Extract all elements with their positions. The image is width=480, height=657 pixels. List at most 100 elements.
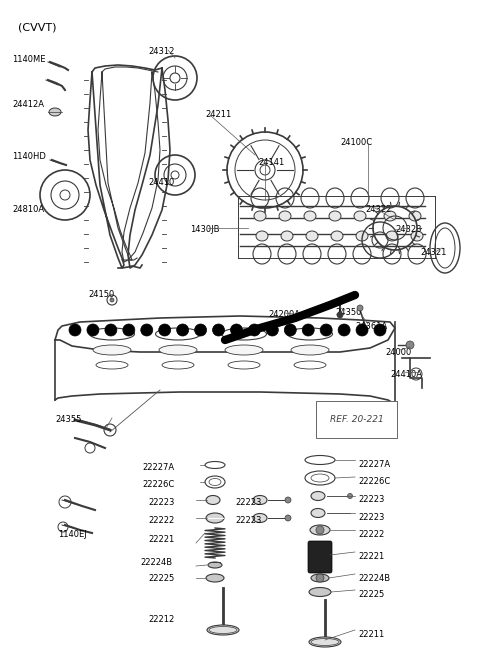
Ellipse shape (253, 495, 267, 505)
Text: 24312: 24312 (148, 47, 174, 56)
Circle shape (357, 305, 363, 311)
Text: 24410A: 24410A (390, 370, 422, 379)
Circle shape (170, 73, 180, 83)
Circle shape (337, 312, 343, 318)
Text: 1140HD: 1140HD (12, 152, 46, 161)
Text: 22222: 22222 (148, 516, 174, 525)
Text: 22227A: 22227A (142, 463, 174, 472)
Circle shape (285, 497, 291, 503)
Text: 24361A: 24361A (355, 322, 387, 331)
Text: 24150: 24150 (88, 290, 114, 299)
Circle shape (260, 165, 270, 175)
Text: 22223: 22223 (358, 513, 384, 522)
Circle shape (213, 324, 225, 336)
Text: 22221: 22221 (358, 552, 384, 561)
Text: (CVVT): (CVVT) (18, 22, 57, 32)
Ellipse shape (329, 211, 341, 221)
Circle shape (302, 324, 314, 336)
Text: 22225: 22225 (358, 590, 384, 599)
Ellipse shape (311, 574, 329, 582)
Text: REF. 20-221: REF. 20-221 (330, 415, 384, 424)
Circle shape (338, 324, 350, 336)
Circle shape (285, 515, 291, 521)
Ellipse shape (384, 211, 396, 221)
Ellipse shape (331, 231, 343, 241)
Text: 24810A: 24810A (12, 205, 44, 214)
Circle shape (320, 324, 332, 336)
Text: 24322: 24322 (365, 205, 391, 214)
Text: 22211: 22211 (358, 630, 384, 639)
Ellipse shape (206, 513, 224, 523)
Text: 24211: 24211 (205, 110, 231, 119)
Ellipse shape (409, 211, 421, 221)
Text: 22212: 22212 (148, 615, 174, 624)
Text: 24000: 24000 (385, 348, 411, 357)
Ellipse shape (208, 562, 222, 568)
Ellipse shape (254, 211, 266, 221)
Ellipse shape (304, 211, 316, 221)
Circle shape (316, 526, 324, 534)
Ellipse shape (291, 345, 329, 355)
Ellipse shape (279, 211, 291, 221)
Circle shape (159, 324, 171, 336)
Ellipse shape (311, 491, 325, 501)
Ellipse shape (281, 231, 293, 241)
Ellipse shape (356, 231, 368, 241)
FancyBboxPatch shape (308, 541, 332, 573)
Text: 22223: 22223 (358, 495, 384, 504)
Circle shape (171, 171, 179, 179)
Circle shape (110, 298, 114, 302)
Text: 24321: 24321 (420, 248, 446, 257)
Circle shape (105, 324, 117, 336)
Text: 22221: 22221 (148, 535, 174, 544)
Ellipse shape (256, 231, 268, 241)
Text: 24323: 24323 (395, 225, 421, 234)
Text: 22224B: 22224B (358, 574, 390, 583)
Text: 24200A: 24200A (268, 310, 300, 319)
Text: 22224B: 22224B (140, 558, 172, 567)
Circle shape (194, 324, 206, 336)
Text: 24410: 24410 (148, 178, 174, 187)
Circle shape (374, 324, 386, 336)
Text: 22225: 22225 (148, 574, 174, 583)
Text: 22223: 22223 (235, 516, 262, 525)
Circle shape (284, 324, 296, 336)
Circle shape (87, 324, 99, 336)
Ellipse shape (311, 509, 325, 518)
Text: 22223: 22223 (148, 498, 174, 507)
Circle shape (316, 574, 324, 582)
Ellipse shape (207, 625, 239, 635)
Ellipse shape (93, 345, 131, 355)
Ellipse shape (206, 495, 220, 505)
Text: 22222: 22222 (358, 530, 384, 539)
Text: 22226C: 22226C (358, 477, 390, 486)
Circle shape (348, 493, 352, 499)
Text: 24141: 24141 (258, 158, 284, 167)
Ellipse shape (309, 587, 331, 597)
Circle shape (60, 190, 70, 200)
Circle shape (356, 324, 368, 336)
Text: 1140ME: 1140ME (12, 55, 46, 64)
Text: 22226C: 22226C (142, 480, 174, 489)
Ellipse shape (309, 637, 341, 647)
Ellipse shape (49, 108, 61, 116)
Ellipse shape (354, 211, 366, 221)
Circle shape (230, 324, 242, 336)
Ellipse shape (386, 231, 398, 241)
Ellipse shape (253, 514, 267, 522)
Text: 22227A: 22227A (358, 460, 390, 469)
Ellipse shape (159, 345, 197, 355)
Ellipse shape (411, 231, 423, 241)
Text: 22223: 22223 (235, 498, 262, 507)
Ellipse shape (306, 231, 318, 241)
Text: 24412A: 24412A (12, 100, 44, 109)
Circle shape (141, 324, 153, 336)
Circle shape (123, 324, 135, 336)
Circle shape (249, 324, 261, 336)
Text: 1140EJ: 1140EJ (58, 530, 87, 539)
Circle shape (177, 324, 189, 336)
Circle shape (69, 324, 81, 336)
Circle shape (266, 324, 278, 336)
Circle shape (406, 341, 414, 349)
Ellipse shape (206, 574, 224, 582)
